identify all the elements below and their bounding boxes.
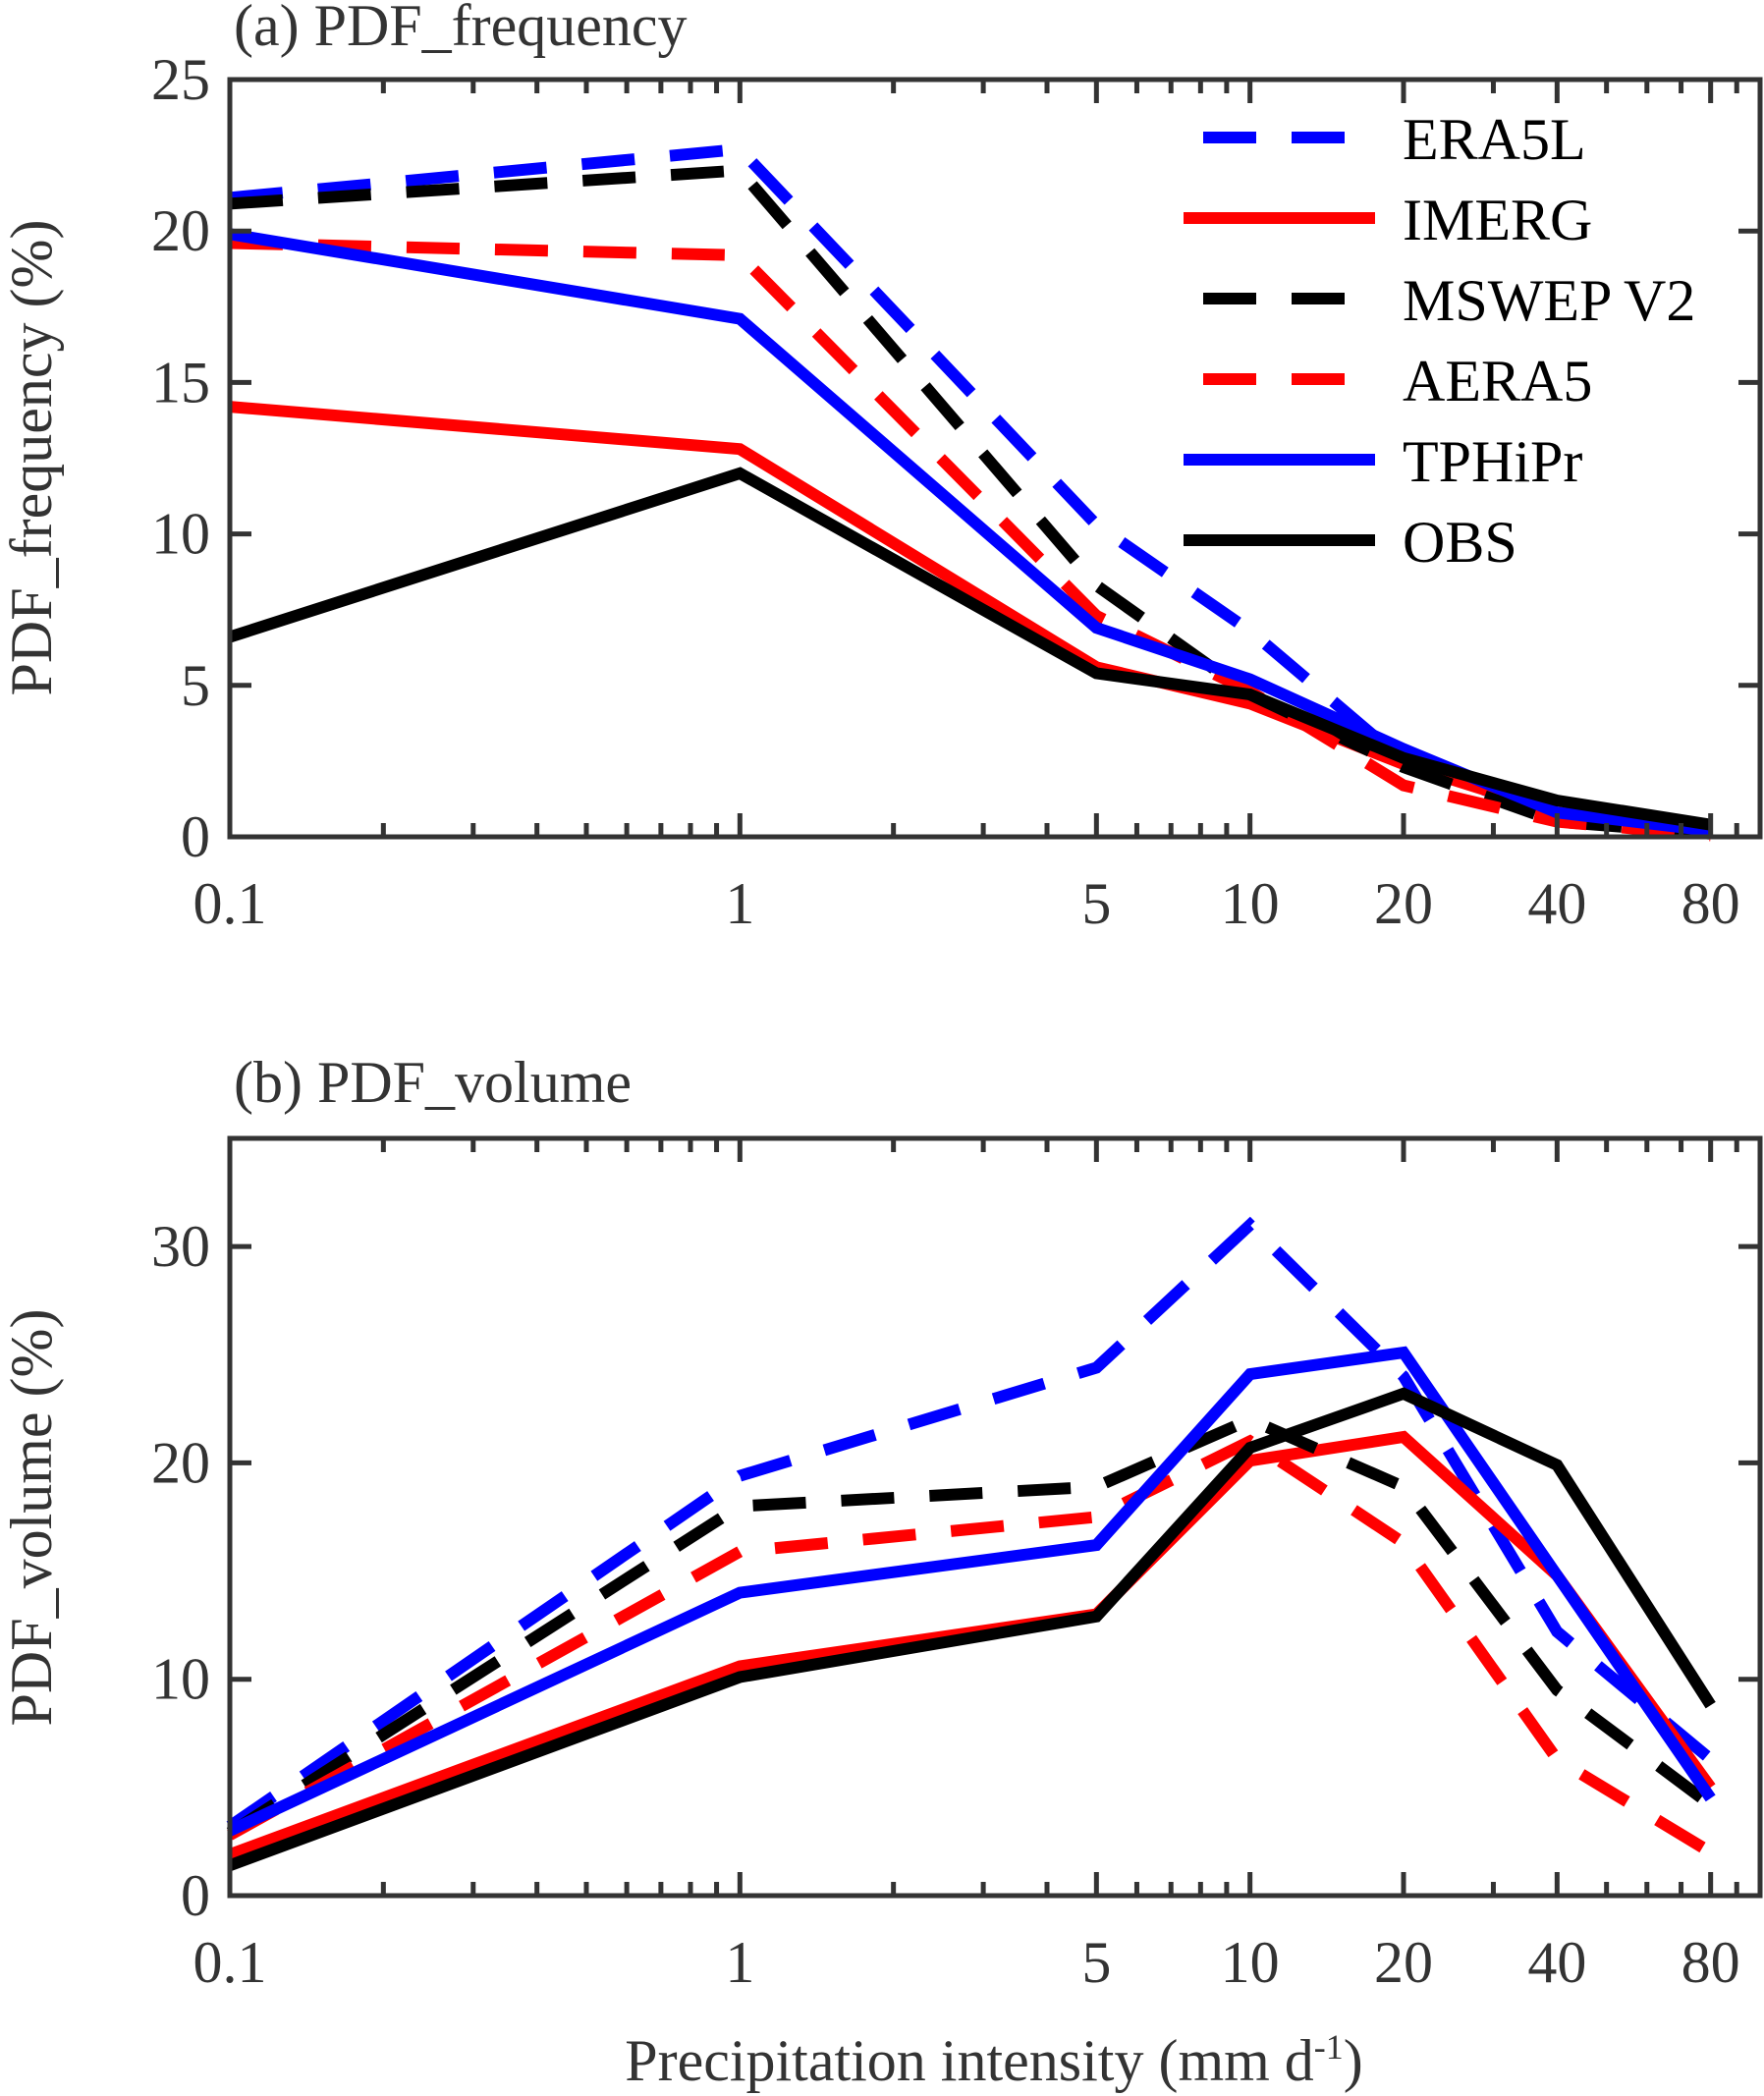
panel-a: (a) PDF_frequency 0.1 1 5 10 20 40 80051015202… (0, 0, 1763, 936)
legend-item-obs: OBS (1184, 510, 1517, 575)
y-tick-label: 0 (181, 804, 210, 869)
panel-b-axes-frame (227, 1135, 1763, 1899)
series-line-tphipr (229, 228, 1712, 837)
x-tick-label: 5 (1081, 1930, 1111, 1995)
y-tick-label: 5 (181, 653, 210, 718)
legend-item-era5l: ERA5L (1203, 107, 1586, 172)
legend-label: IMERG (1403, 188, 1592, 252)
x-tick-label: 40 (1527, 1930, 1586, 1995)
legend: ERA5L IMERG MSWEP V2 AERA5 TPHiPr OBS (1184, 107, 1695, 575)
legend-item-imerg: IMERG (1184, 188, 1592, 252)
x-axis-label-superscript: -1 (1314, 2027, 1344, 2067)
legend-item-tphipr: TPHiPr (1184, 429, 1582, 494)
legend-label: MSWEP V2 (1403, 268, 1695, 333)
x-axis-label: Precipitation intensity (mm d-1) (625, 2027, 1363, 2093)
panel-b-ylabel: PDF_volume (%) (0, 1309, 64, 1727)
panel-a-ylabel: PDF_frequency (%) (0, 220, 64, 696)
panel-b: (b) PDF_volume 0.1 1 5 10 20 40 80 0 10 20 30 PDF_… (0, 1050, 1763, 1995)
legend-label: TPHiPr (1403, 429, 1582, 494)
legend-label: AERA5 (1403, 349, 1592, 414)
x-tick-label: 5 (1081, 871, 1111, 936)
series-line-obs (227, 1387, 1716, 1871)
y-tick-label: 30 (151, 1214, 210, 1279)
x-tick-label: 10 (1221, 1930, 1280, 1995)
series-line-era5l (226, 1216, 1715, 1832)
legend-item-mswep-v2: MSWEP V2 (1203, 268, 1695, 333)
x-axis-label-main: Precipitation intensity (mm d (625, 2028, 1314, 2093)
panel-a-title: (a) PDF_frequency (234, 0, 688, 58)
panel-b-title: (b) PDF_volume (234, 1050, 632, 1115)
panel-a-axes-frame (227, 77, 1763, 840)
x-tick-label: 80 (1681, 1930, 1740, 1995)
y-tick-label: 0 (181, 1863, 210, 1928)
series-line-imerg (227, 1430, 1716, 1860)
x-tick-label: 1 (725, 1930, 754, 1995)
series-line-tphipr (227, 1346, 1716, 1837)
panel-b-ticks: 0.1 1 5 10 20 40 80 0 10 20 30 (151, 1138, 1760, 1995)
legend-label: OBS (1403, 510, 1517, 575)
series-line-obs (228, 467, 1712, 831)
x-axis-label-end: ) (1344, 2028, 1363, 2093)
x-tick-label: 1 (725, 871, 754, 936)
series-line-aera5 (227, 1434, 1714, 1858)
y-tick-label: 20 (151, 198, 210, 263)
x-tick-label: 10 (1221, 871, 1280, 936)
x-tick-label: 20 (1374, 1930, 1433, 1995)
panel-b-series (226, 1216, 1716, 1871)
y-tick-label: 10 (151, 502, 210, 567)
x-tick-label: 0.1 (193, 1930, 267, 1995)
x-tick-label: 80 (1681, 871, 1740, 936)
legend-label: ERA5L (1403, 107, 1586, 172)
series-line-mswep-v2 (226, 1412, 1715, 1839)
y-tick-label: 10 (151, 1647, 210, 1712)
y-tick-label: 20 (151, 1430, 210, 1495)
x-tick-label: 20 (1374, 871, 1433, 936)
x-tick-label: 0.1 (193, 871, 267, 936)
y-tick-label: 15 (151, 350, 210, 414)
x-tick-label: 40 (1527, 871, 1586, 936)
y-tick-label: 25 (151, 47, 210, 112)
legend-item-aera5: AERA5 (1203, 349, 1592, 414)
